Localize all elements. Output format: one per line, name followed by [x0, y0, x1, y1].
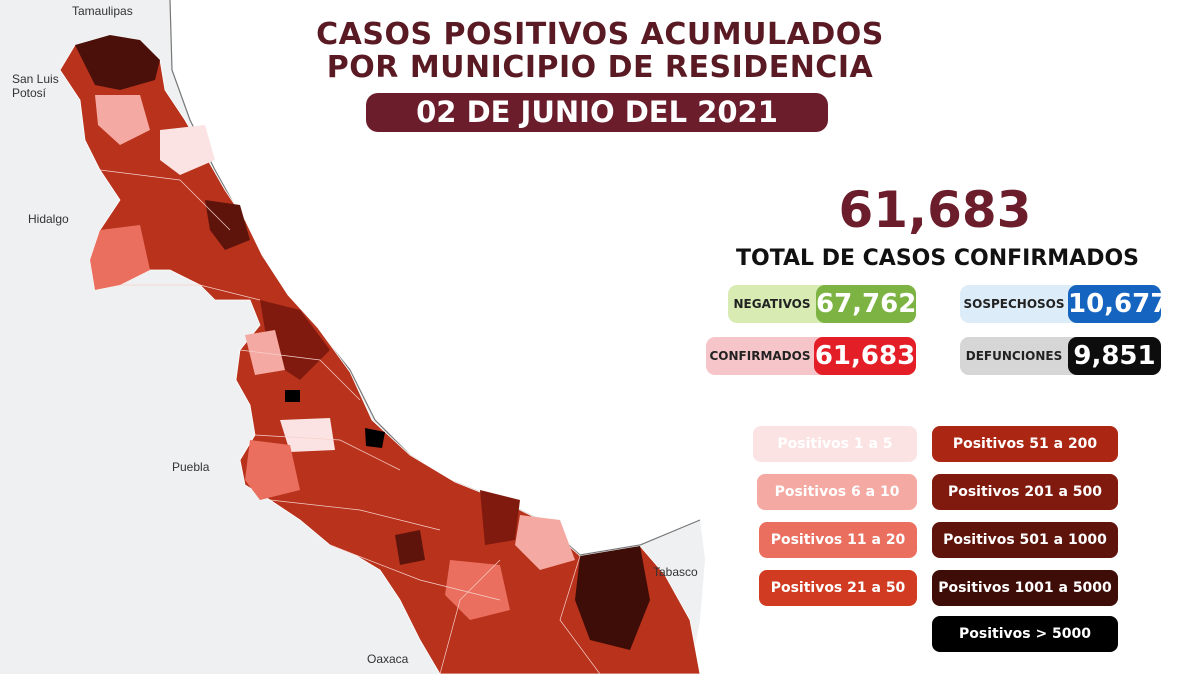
label-san-luis-potosi: San Luis Potosí — [12, 72, 59, 100]
legend-item-11-20: Positivos 11 a 20 — [759, 522, 917, 558]
stat-defunciones: DEFUNCIONES 9,851 — [960, 337, 1161, 375]
legend-item-501-1000: Positivos 501 a 1000 — [932, 522, 1118, 558]
legend-item-6-10: Positivos 6 a 10 — [757, 474, 917, 510]
municipio-black-2 — [365, 428, 385, 448]
municipio-dark-north — [75, 35, 160, 90]
municipio-light-5 — [515, 515, 575, 570]
date-badge: 02 DE JUNIO DEL 2021 — [366, 93, 828, 132]
municipio-mid-1 — [90, 225, 150, 290]
municipio-light-1 — [95, 95, 150, 145]
stat-confirmados-value: 61,683 — [814, 337, 916, 375]
stat-negativos: NEGATIVOS 67,762 — [728, 285, 916, 323]
label-puebla: Puebla — [172, 460, 210, 474]
municipio-dark-6 — [480, 490, 520, 545]
stat-sospechosos-value: 10,677 — [1068, 285, 1168, 323]
legend-item-1-5: Positivos 1 a 5 — [753, 426, 917, 462]
page-title: CASOS POSITIVOS ACUMULADOS POR MUNICIPIO… — [300, 18, 900, 84]
stat-defunciones-value: 9,851 — [1068, 337, 1161, 375]
legend-item-201-500: Positivos 201 a 500 — [932, 474, 1118, 510]
stat-defunciones-label: DEFUNCIONES — [965, 349, 1063, 363]
municipio-black-1 — [285, 390, 300, 402]
municipio-light-4 — [280, 418, 335, 452]
title-line-2: POR MUNICIPIO DE RESIDENCIA — [326, 50, 874, 85]
municipio-dark-5 — [575, 546, 650, 650]
municipio-boundaries — [99, 169, 601, 674]
total-value: 61,683 — [838, 181, 1032, 239]
total-label: TOTAL DE CASOS CONFIRMADOS — [735, 246, 1140, 271]
label-hidalgo: Hidalgo — [28, 212, 69, 226]
legend-item-1001-5000: Positivos 1001 a 5000 — [932, 570, 1118, 606]
legend-item-51-200: Positivos 51 a 200 — [932, 426, 1118, 462]
label-oaxaca: Oaxaca — [367, 652, 409, 666]
stat-sospechosos-label: SOSPECHOSOS — [963, 297, 1065, 311]
label-tamaulipas: Tamaulipas — [72, 4, 133, 18]
label-tabasco: Tabasco — [653, 565, 698, 579]
municipio-light-2 — [160, 125, 215, 175]
stat-negativos-value: 67,762 — [816, 285, 916, 323]
stat-sospechosos: SOSPECHOSOS 10,677 — [960, 285, 1168, 323]
stat-negativos-label: NEGATIVOS — [733, 297, 811, 311]
municipio-mid-2 — [245, 440, 300, 500]
stat-confirmados-label: CONFIRMADOS — [709, 349, 811, 363]
title-line-1: CASOS POSITIVOS ACUMULADOS — [316, 17, 884, 52]
municipio-light-3 — [245, 330, 285, 375]
municipio-mid-3 — [445, 560, 510, 620]
legend-item-over-5000: Positivos > 5000 — [932, 616, 1118, 652]
stat-confirmados: CONFIRMADOS 61,683 — [706, 337, 916, 375]
municipio-dark-2 — [205, 200, 250, 250]
municipio-dark-4 — [395, 530, 425, 565]
legend-item-21-50: Positivos 21 a 50 — [759, 570, 917, 606]
